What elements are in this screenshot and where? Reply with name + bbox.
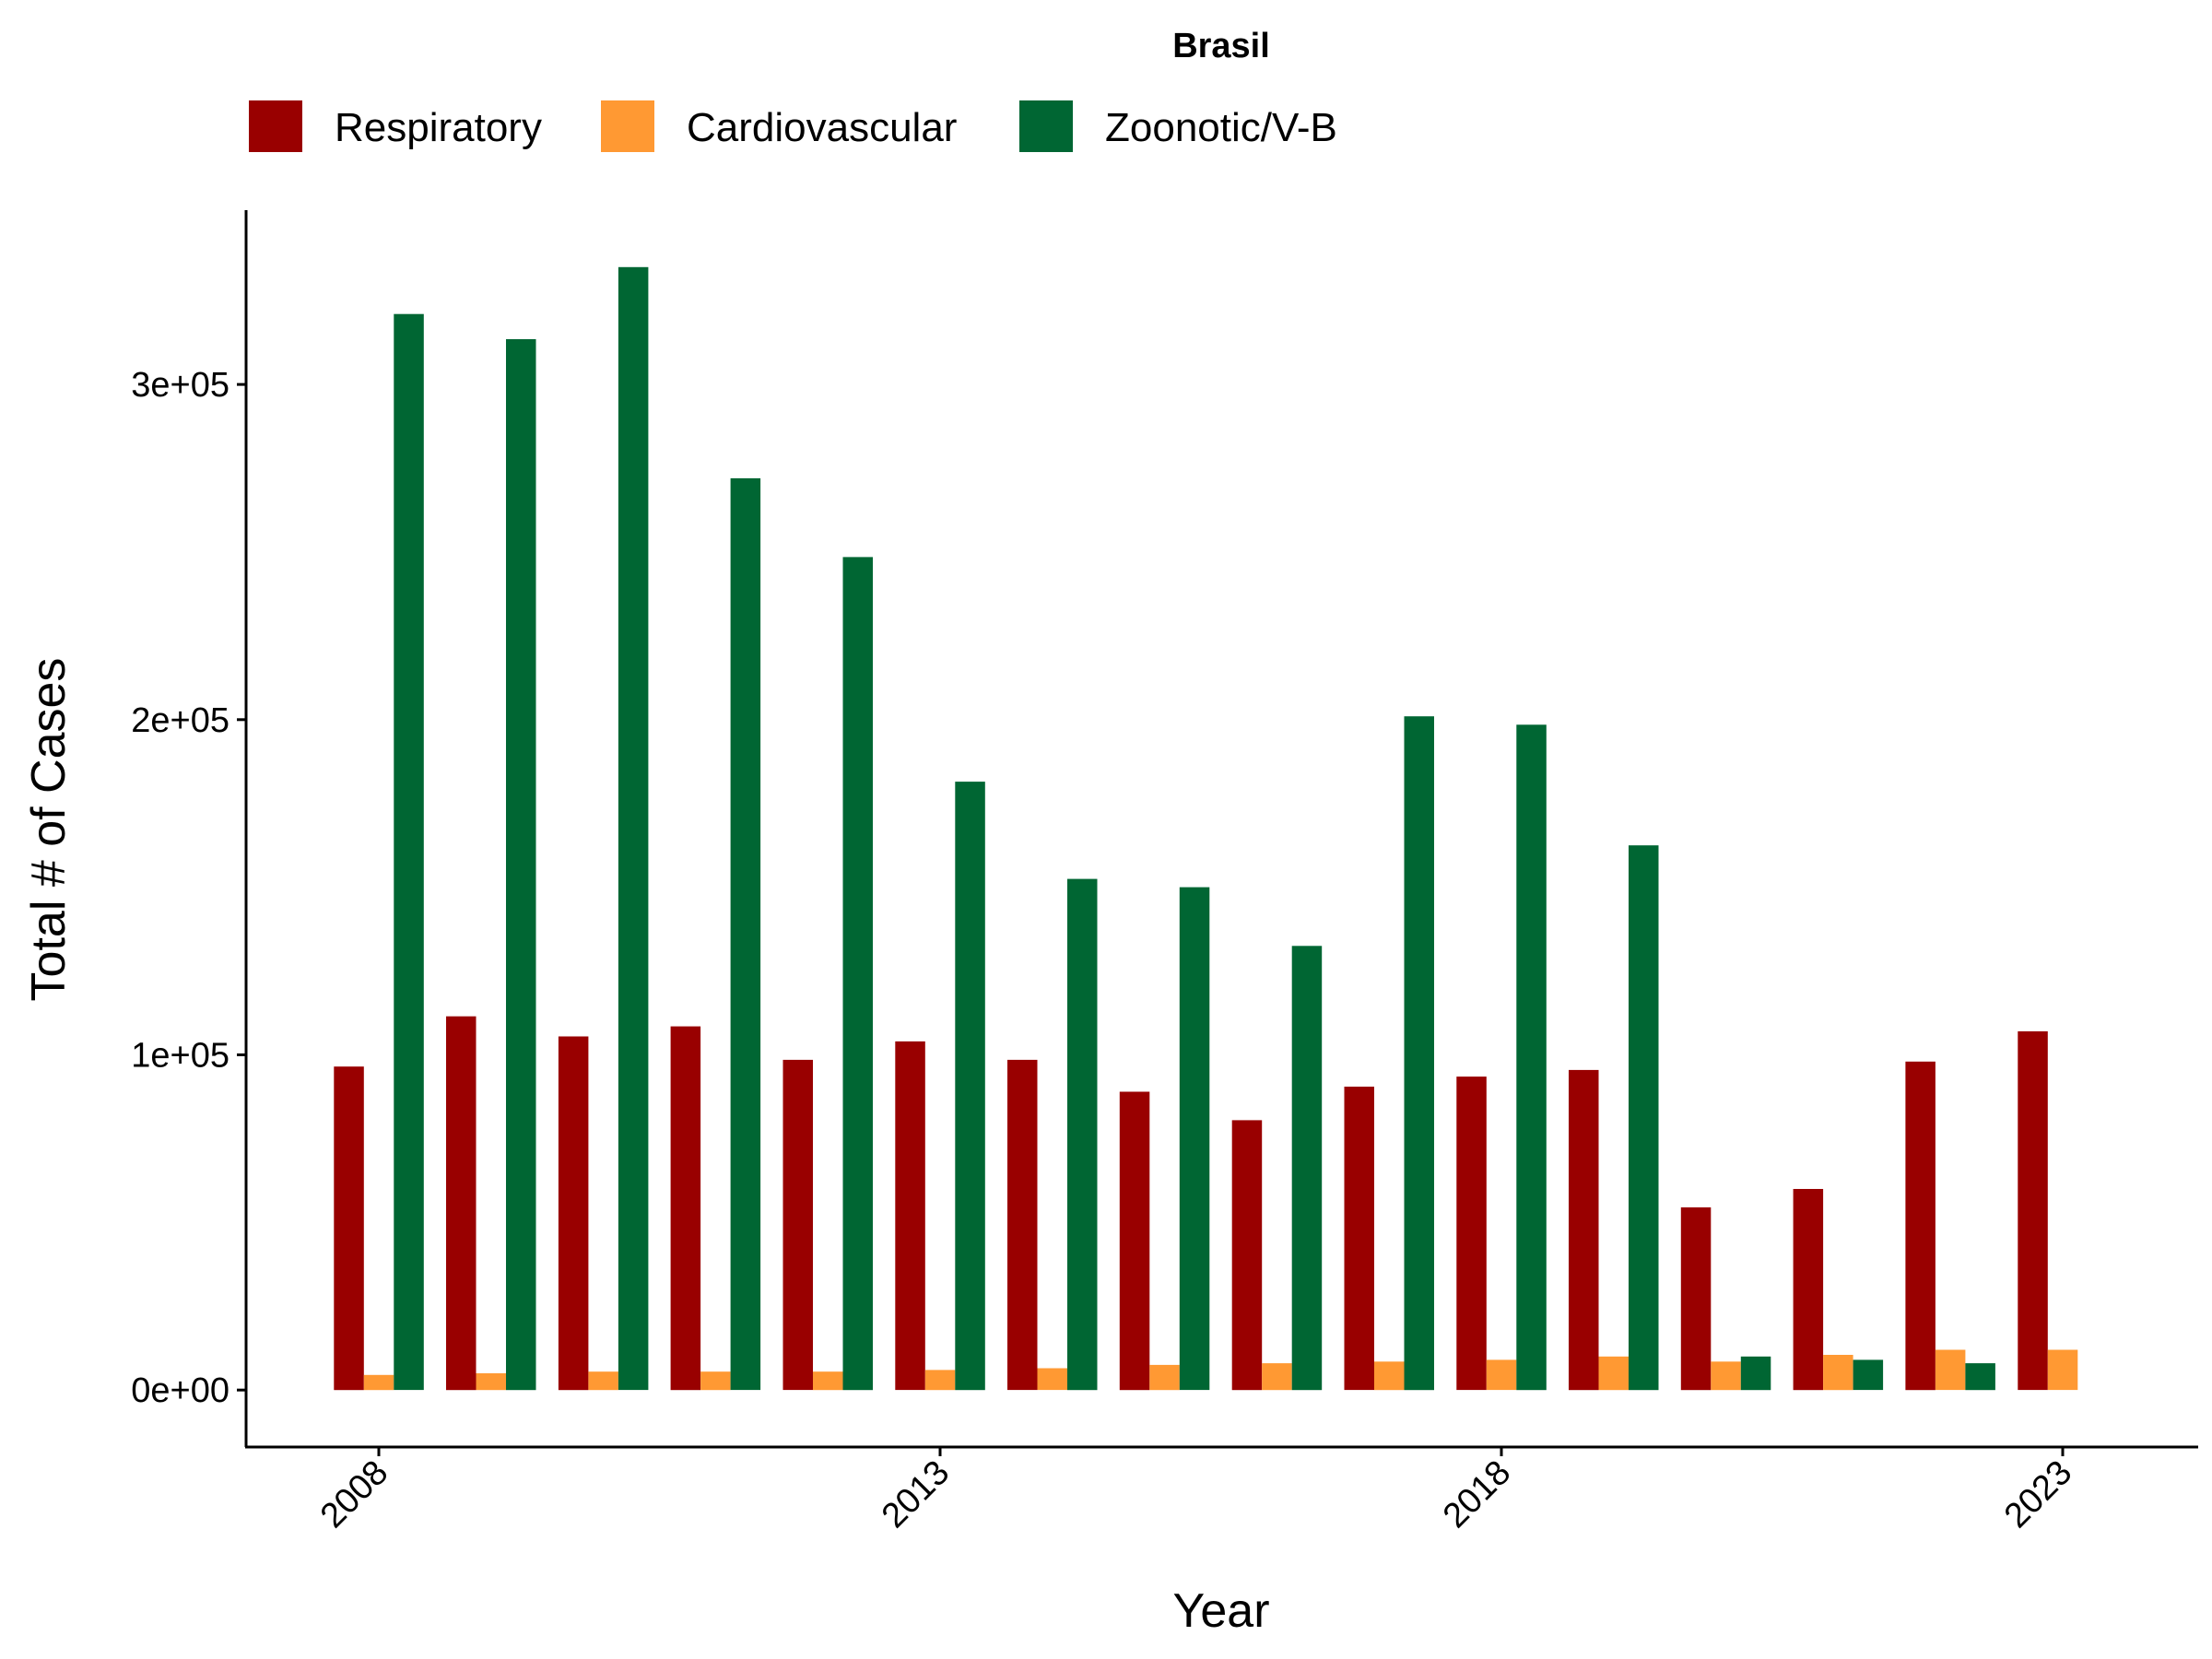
bar-zoonotic-v-b-2020 — [1740, 1356, 1771, 1391]
bar-respiratory-2015 — [1119, 1091, 1150, 1391]
legend-swatch-cardiovascular — [601, 100, 654, 152]
bar-cardiovascular-2022 — [1935, 1349, 1966, 1391]
bar-cardiovascular-2017 — [1374, 1361, 1405, 1391]
bar-zoonotic-v-b-2011 — [730, 477, 761, 1391]
bar-respiratory-2013 — [895, 1041, 925, 1391]
y-axis-title: Total # of Cases — [22, 658, 76, 1002]
legend: Respiratory Cardiovascular Zoonotic/V-B — [249, 100, 1337, 152]
bar-zoonotic-v-b-2008 — [394, 313, 424, 1391]
bar-respiratory-2023 — [2018, 1031, 2048, 1391]
chart-title: Brasil — [1172, 27, 1270, 65]
bar-respiratory-2011 — [670, 1026, 701, 1391]
bar-zoonotic-v-b-2018 — [1516, 724, 1547, 1391]
bar-cardiovascular-2010 — [588, 1371, 618, 1391]
bar-respiratory-2009 — [446, 1016, 477, 1391]
legend-swatch-respiratory — [249, 100, 302, 152]
x-tick-label: 2023 — [1997, 1453, 2079, 1535]
x-tick-label: 2008 — [313, 1453, 395, 1535]
bar-zoonotic-v-b-2017 — [1404, 716, 1434, 1391]
bars-layer — [334, 266, 2078, 1391]
bar-zoonotic-v-b-2019 — [1629, 845, 1659, 1391]
y-tick-label: 0e+00 — [131, 1371, 229, 1410]
legend-label-respiratory: Respiratory — [335, 105, 542, 150]
bar-respiratory-2014 — [1007, 1059, 1038, 1391]
bar-respiratory-2021 — [1793, 1189, 1824, 1391]
bar-zoonotic-v-b-2015 — [1179, 887, 1210, 1391]
bar-cardiovascular-2023 — [2047, 1349, 2078, 1391]
y-tick-label: 1e+05 — [131, 1036, 229, 1075]
bar-cardiovascular-2014 — [1037, 1368, 1067, 1391]
bar-respiratory-2018 — [1456, 1077, 1487, 1391]
legend-label-cardiovascular: Cardiovascular — [687, 105, 957, 150]
bar-zoonotic-v-b-2022 — [1965, 1363, 1995, 1391]
bar-zoonotic-v-b-2016 — [1291, 946, 1323, 1391]
x-axis-ticks: 2008 2013 2018 2023 — [313, 1447, 2079, 1535]
bar-cardiovascular-2021 — [1823, 1355, 1853, 1391]
bar-respiratory-2019 — [1569, 1069, 1599, 1391]
bar-cardiovascular-2011 — [700, 1371, 731, 1391]
y-tick-label: 3e+05 — [131, 366, 229, 405]
bar-respiratory-2022 — [1905, 1061, 1936, 1391]
bar-cardiovascular-2008 — [363, 1374, 394, 1391]
bar-cardiovascular-2015 — [1149, 1364, 1180, 1391]
bar-respiratory-2020 — [1680, 1207, 1712, 1391]
legend-label-zoonotic-v-b: Zoonotic/V-B — [1105, 105, 1337, 150]
bar-zoonotic-v-b-2014 — [1067, 878, 1098, 1391]
bar-cardiovascular-2020 — [1711, 1361, 1741, 1391]
bar-zoonotic-v-b-2013 — [955, 782, 985, 1391]
legend-swatch-zoonotic-v-b — [1019, 100, 1073, 152]
y-tick-label: 2e+05 — [131, 701, 229, 740]
bar-respiratory-2010 — [558, 1036, 589, 1391]
bar-respiratory-2012 — [782, 1059, 813, 1391]
bar-cardiovascular-2018 — [1486, 1359, 1517, 1391]
bar-zoonotic-v-b-2010 — [618, 266, 649, 1391]
x-tick-label: 2018 — [1436, 1453, 1518, 1535]
bar-respiratory-2016 — [1231, 1120, 1263, 1391]
bar-respiratory-2008 — [334, 1066, 364, 1391]
bar-cardiovascular-2009 — [476, 1373, 506, 1391]
x-tick-label: 2013 — [875, 1453, 957, 1535]
bar-zoonotic-v-b-2009 — [506, 339, 536, 1391]
bar-cardiovascular-2019 — [1598, 1356, 1629, 1391]
bar-respiratory-2017 — [1344, 1087, 1374, 1391]
bar-zoonotic-v-b-2012 — [842, 557, 873, 1391]
bar-cardiovascular-2012 — [813, 1371, 843, 1391]
x-axis-title: Year — [1172, 1584, 1269, 1638]
bar-cardiovascular-2016 — [1262, 1363, 1292, 1391]
y-axis-ticks: 0e+00 1e+05 2e+05 3e+05 — [131, 366, 246, 1410]
bar-cardiovascular-2013 — [924, 1370, 956, 1391]
bar-zoonotic-v-b-2021 — [1853, 1359, 1884, 1391]
